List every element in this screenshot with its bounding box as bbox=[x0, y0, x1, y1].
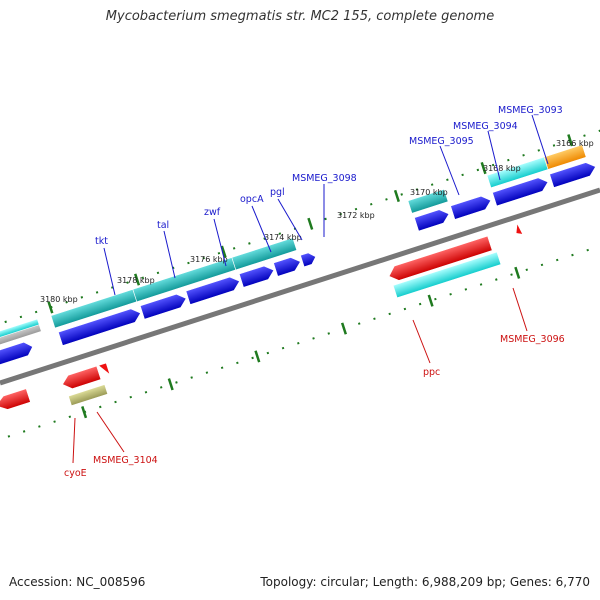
gene-cyoE bbox=[68, 384, 109, 407]
label-msmeg-3095: MSMEG_3095 bbox=[409, 136, 474, 147]
major-tick bbox=[567, 134, 574, 147]
label-msmeg-3098: MSMEG_3098 bbox=[292, 173, 357, 184]
cds-arrow bbox=[58, 308, 141, 346]
label-msmeg-3093: MSMEG_3093 bbox=[498, 105, 563, 116]
leader-line bbox=[96, 411, 125, 453]
label-pgl: pgl bbox=[270, 187, 285, 198]
gene-msmeg-3096 bbox=[515, 222, 524, 235]
minor-ticks-reverse bbox=[0, 232, 600, 443]
cds-arrow bbox=[238, 265, 275, 288]
label-msmeg-3096: MSMEG_3096 bbox=[500, 334, 565, 345]
forward-cds-row bbox=[0, 162, 596, 369]
forward-major-ticks bbox=[47, 134, 574, 314]
major-tick bbox=[47, 301, 54, 314]
reverse-feature bbox=[97, 362, 111, 376]
forward-tick-rail bbox=[0, 127, 600, 338]
reverse-labels: ppc MSMEG_3096 cyoE MSMEG_3104 bbox=[64, 287, 565, 479]
scale-label: 3176 kbp bbox=[190, 255, 228, 264]
reverse-feature bbox=[0, 388, 31, 410]
major-tick bbox=[220, 245, 227, 258]
scale-label: 3168 kbp bbox=[483, 164, 521, 173]
leader-line bbox=[439, 145, 460, 196]
major-tick bbox=[167, 378, 174, 391]
cds-arrow bbox=[414, 209, 450, 232]
cds-arrow bbox=[185, 276, 240, 305]
gene-feature bbox=[0, 318, 40, 344]
backbone-line bbox=[0, 187, 600, 386]
major-tick bbox=[480, 162, 487, 175]
cds-arrow bbox=[549, 162, 596, 188]
reverse-gene-row bbox=[0, 222, 524, 410]
major-tick bbox=[307, 217, 314, 230]
cds-arrow bbox=[0, 341, 34, 369]
leader-line bbox=[531, 114, 549, 165]
reverse-major-ticks bbox=[81, 266, 521, 419]
label-ppc: ppc bbox=[423, 367, 440, 378]
label-msmeg-3104: MSMEG_3104 bbox=[93, 455, 158, 466]
major-tick bbox=[254, 350, 261, 363]
cds-arrow bbox=[492, 177, 549, 207]
major-tick bbox=[514, 266, 521, 279]
accession-text: Accession: NC_008596 bbox=[9, 575, 146, 589]
label-zwf: zwf bbox=[204, 207, 221, 218]
gene-opcA-pgl bbox=[231, 237, 298, 271]
scale-labels: 3180 kbp 3178 kbp 3176 kbp 3174 kbp 3172… bbox=[40, 139, 594, 304]
leader-line bbox=[487, 130, 501, 181]
gene-ppc bbox=[392, 251, 502, 299]
scale-label: 3166 kbp bbox=[556, 139, 594, 148]
gene-feature bbox=[543, 144, 587, 170]
leader-line bbox=[213, 218, 227, 267]
leader-line bbox=[512, 287, 528, 332]
major-tick bbox=[340, 322, 348, 335]
reverse-feature bbox=[62, 365, 102, 389]
major-tick bbox=[393, 189, 400, 203]
map-title: Mycobacterium smegmatis str. MC2 155, co… bbox=[105, 9, 495, 24]
major-tick bbox=[81, 406, 88, 419]
major-tick bbox=[134, 273, 141, 286]
label-msmeg-3094: MSMEG_3094 bbox=[453, 121, 518, 132]
scale-label: 3174 kbp bbox=[264, 233, 302, 242]
leader-line bbox=[251, 205, 272, 253]
label-tal: tal bbox=[157, 220, 169, 231]
minor-ticks-forward bbox=[0, 127, 600, 338]
scale-label: 3170 kbp bbox=[410, 188, 448, 197]
leader-line bbox=[103, 247, 116, 296]
scale-label: 3172 kbp bbox=[337, 211, 375, 220]
label-cyoE: cyoE bbox=[64, 468, 87, 479]
features bbox=[0, 127, 600, 443]
scale-label: 3180 kbp bbox=[40, 295, 78, 304]
topology-text: Topology: circular; Length: 6,988,209 bp… bbox=[260, 575, 590, 589]
scale-label: 3178 kbp bbox=[117, 276, 155, 285]
cds-arrow bbox=[139, 293, 187, 320]
backbone bbox=[0, 187, 600, 386]
label-tkt: tkt bbox=[95, 236, 108, 247]
leader-line bbox=[163, 230, 176, 279]
forward-gene-row bbox=[0, 144, 587, 351]
major-tick bbox=[427, 294, 434, 307]
leader-line bbox=[412, 319, 431, 364]
label-opcA: opcA bbox=[240, 194, 264, 205]
cds-arrow bbox=[450, 195, 492, 220]
gene-ppc-rna bbox=[388, 235, 493, 281]
cds-arrow bbox=[300, 252, 317, 268]
gene-msmeg-3095 bbox=[407, 188, 449, 214]
reverse-tick-rail bbox=[0, 232, 600, 443]
forward-labels: tkt tal zwf opcA pgl MSMEG_3098 MSMEG_30… bbox=[95, 105, 563, 296]
leader-line bbox=[72, 417, 76, 464]
leader-line bbox=[277, 198, 303, 241]
cds-arrow bbox=[273, 257, 301, 277]
